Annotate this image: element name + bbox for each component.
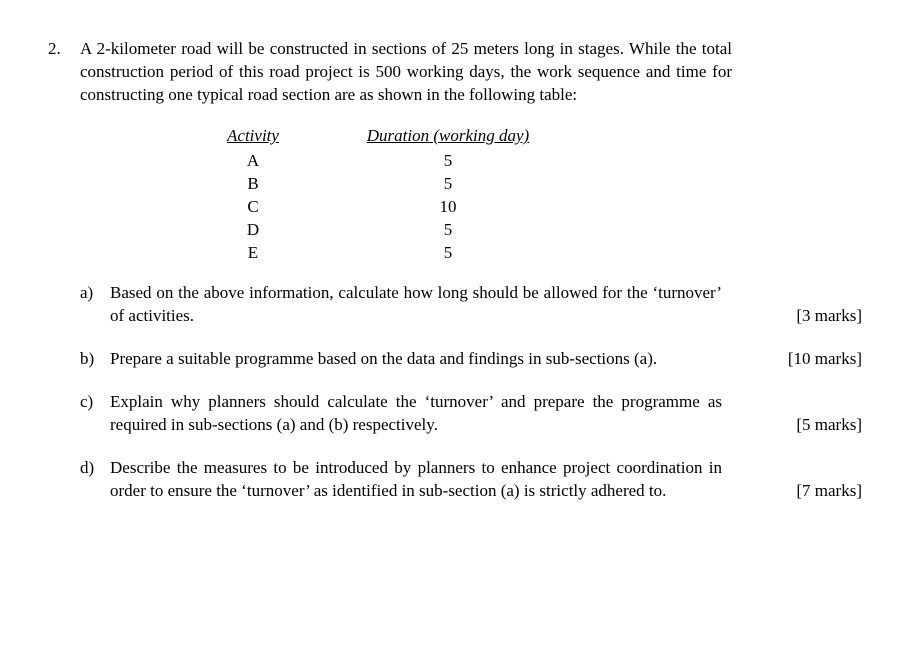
table-column-duration: Duration (working day) 5 5 10 5 5 [318, 125, 578, 265]
marks-label: [7 marks] [762, 480, 862, 503]
table-cell: 10 [440, 196, 457, 219]
table-cell: 5 [444, 242, 453, 265]
table-column-activity: Activity A B C D E [188, 125, 318, 265]
sub-body: Based on the above information, calculat… [110, 282, 862, 328]
sub-body: Prepare a suitable programme based on th… [110, 348, 862, 371]
marks-label: [3 marks] [762, 305, 862, 328]
sub-question-b: b) Prepare a suitable programme based on… [48, 348, 862, 371]
sub-body: Describe the measures to be introduced b… [110, 457, 862, 503]
sub-question-a: a) Based on the above information, calcu… [48, 282, 862, 328]
activity-table: Activity A B C D E Duration (working day… [48, 125, 862, 265]
table-header-duration: Duration (working day) [367, 125, 529, 148]
sub-letter: d) [80, 457, 110, 503]
table-cell: 5 [444, 219, 453, 242]
sub-letter: b) [80, 348, 110, 371]
table-cell: 5 [444, 150, 453, 173]
table-cell: 5 [444, 173, 453, 196]
sub-text: Describe the measures to be introduced b… [110, 457, 762, 503]
marks-label: [10 marks] [762, 348, 862, 371]
table-cell: D [247, 219, 259, 242]
table-cell: B [247, 173, 258, 196]
sub-letter: a) [80, 282, 110, 328]
table-cell: A [247, 150, 259, 173]
table-cell: E [248, 242, 258, 265]
sub-body: Explain why planners should calculate th… [110, 391, 862, 437]
sub-text: Explain why planners should calculate th… [110, 391, 762, 437]
sub-question-c: c) Explain why planners should calculate… [48, 391, 862, 437]
question-intro: A 2-kilometer road will be constructed i… [80, 38, 862, 107]
sub-text: Prepare a suitable programme based on th… [110, 348, 762, 371]
sub-text: Based on the above information, calculat… [110, 282, 762, 328]
sub-letter: c) [80, 391, 110, 437]
question-number: 2. [48, 38, 80, 107]
table-cell: C [247, 196, 258, 219]
table-header-activity: Activity [227, 125, 279, 148]
sub-question-d: d) Describe the measures to be introduce… [48, 457, 862, 503]
question-main: 2. A 2-kilometer road will be constructe… [48, 38, 862, 107]
marks-label: [5 marks] [762, 414, 862, 437]
